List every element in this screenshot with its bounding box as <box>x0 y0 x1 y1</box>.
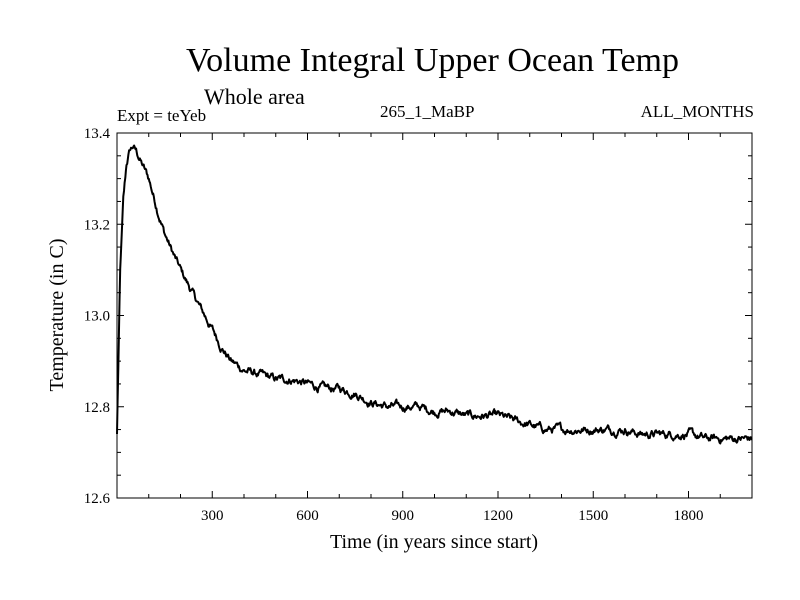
series-line <box>116 144 753 445</box>
months-label: ALL_MONTHS <box>640 102 754 121</box>
x-axis-label: Time (in years since start) <box>330 531 538 553</box>
y-axis-label: Temperature (in C) <box>46 239 68 392</box>
x-tick-label: 1200 <box>483 508 513 524</box>
x-tick-label: 300 <box>201 508 224 524</box>
chart-subtitle: Whole area <box>204 84 305 109</box>
x-tick-label: 1500 <box>578 508 608 524</box>
x-tick-label: 600 <box>296 508 319 524</box>
plot-frame <box>116 132 753 499</box>
y-axis-ticks: 12.6 12.8 13.0 13.2 13.4 <box>84 126 752 507</box>
y-tick-label: 12.8 <box>84 400 110 416</box>
period-label: 265_1_MaBP <box>380 102 475 121</box>
chart-title: Volume Integral Upper Ocean Temp <box>186 42 679 79</box>
x-axis-ticks: 300 600 900 1200 1500 1800 <box>148 133 721 524</box>
experiment-label: Expt = teYeb <box>117 106 207 125</box>
y-tick-label: 13.4 <box>84 126 111 142</box>
x-tick-label: 900 <box>392 508 415 524</box>
y-tick-label: 13.0 <box>84 309 110 325</box>
x-tick-label: 1800 <box>674 508 704 524</box>
y-tick-label: 13.2 <box>84 217 110 233</box>
y-tick-label: 12.6 <box>84 491 111 507</box>
